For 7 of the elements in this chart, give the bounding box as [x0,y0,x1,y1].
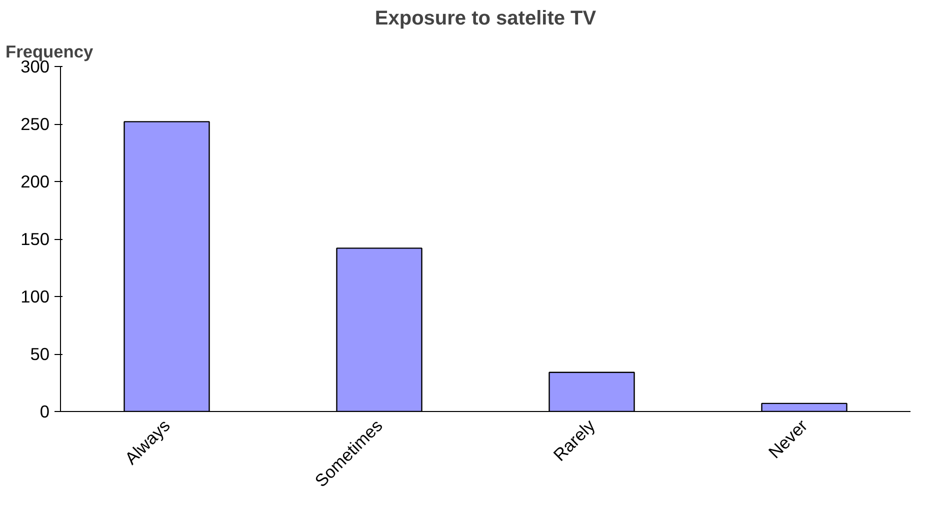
chart-title: Exposure to satelite TV [374,8,597,30]
y-tick-label: 100 [20,286,50,306]
y-tick-label: 200 [20,172,50,192]
y-tick-label: 250 [20,114,50,134]
y-tick-label: 0 [40,402,50,422]
y-tick-label: 150 [20,229,50,249]
y-tick-label: 50 [30,344,50,364]
